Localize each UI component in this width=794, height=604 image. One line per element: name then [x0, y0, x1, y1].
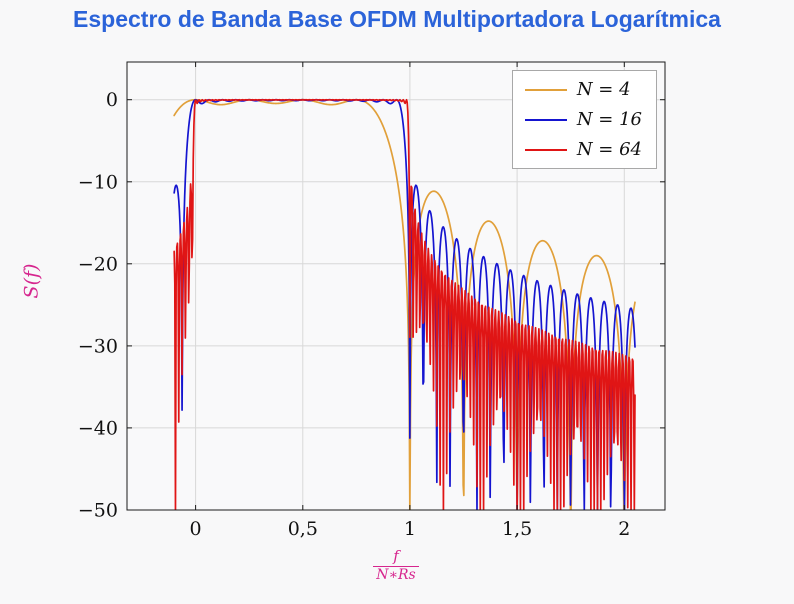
x-tick-label: 2 [618, 518, 630, 540]
axis-frame [126, 61, 666, 511]
y-tick-label: −30 [78, 335, 118, 357]
legend-label: N = 4 [576, 79, 631, 100]
y-axis-label: S(f) [20, 263, 43, 299]
legend: N = 4 N = 16 N = 64 [511, 70, 657, 169]
legend-entry: N = 4 [524, 79, 642, 100]
fraction-bar [373, 565, 419, 567]
x-label-fraction: f N∗Rs [373, 548, 419, 583]
legend-line-sample [524, 118, 567, 121]
y-tick-label: −50 [78, 500, 118, 522]
x-tick-label: 1 [404, 518, 416, 540]
legend-entry: N = 64 [524, 139, 642, 160]
x-label-denominator: N∗Rs [376, 566, 416, 583]
y-tick-label: −20 [78, 253, 118, 275]
y-tick-label: −10 [78, 171, 118, 193]
legend-line-sample [524, 88, 567, 91]
chart-title: Espectro de Banda Base OFDM Multiportado… [73, 6, 721, 32]
curves-group [173, 98, 636, 510]
series-line-64 [173, 98, 636, 510]
x-tick-label: 0,5 [288, 518, 318, 540]
x-axis-label: f N∗Rs [373, 546, 419, 583]
legend-label: N = 64 [576, 139, 642, 160]
legend-line-sample [524, 148, 567, 151]
x-tick-label: 1,5 [502, 518, 532, 540]
legend-label: N = 16 [576, 109, 642, 130]
x-tick-label: 0 [190, 518, 202, 540]
x-label-numerator: f [393, 547, 399, 565]
y-tick-label: 0 [106, 89, 118, 111]
legend-entry: N = 16 [524, 109, 642, 130]
y-tick-label: −40 [78, 417, 118, 439]
